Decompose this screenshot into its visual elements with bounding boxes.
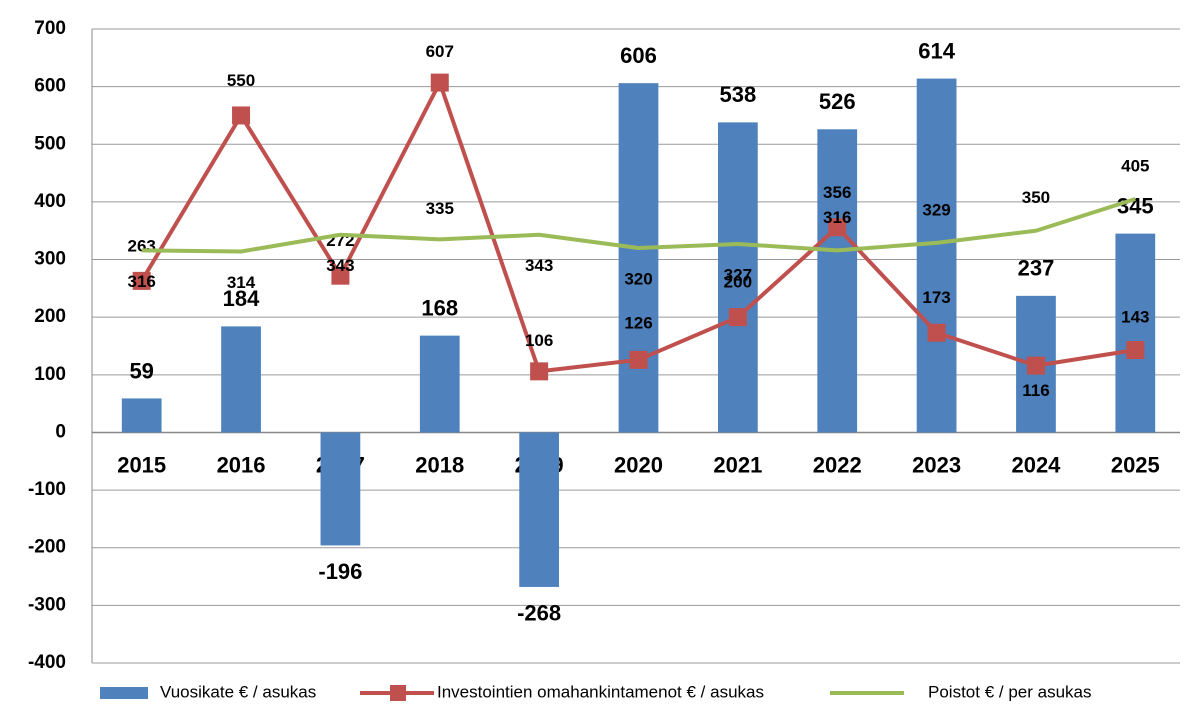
bar (618, 83, 659, 433)
x-tick-label: 2023 (912, 452, 961, 477)
data-label: 59 (129, 358, 153, 383)
data-label: -196 (318, 559, 362, 584)
y-tick-label: -200 (28, 537, 66, 558)
bar (1115, 233, 1156, 433)
data-label: 550 (227, 71, 255, 90)
y-tick-label: -400 (28, 652, 66, 673)
data-label: 200 (724, 273, 752, 292)
x-tick-label: 2015 (117, 452, 166, 477)
data-label: 184 (223, 286, 260, 311)
data-label: 126 (624, 313, 652, 332)
y-tick-label: 500 (34, 133, 66, 154)
data-label: 316 (127, 272, 155, 291)
y-tick-label: 200 (34, 306, 66, 327)
bar (519, 432, 560, 587)
data-label: 116 (1022, 381, 1049, 400)
data-label: 335 (426, 199, 454, 218)
point-marker (530, 362, 549, 381)
data-label: 329 (922, 200, 950, 219)
y-tick-label: 600 (34, 76, 66, 97)
data-label: 343 (326, 256, 354, 275)
legend-marker (390, 685, 406, 701)
y-tick-label: -300 (28, 594, 66, 615)
bar (121, 398, 162, 433)
point-marker (1126, 341, 1145, 360)
point-marker (1026, 356, 1045, 375)
legend-label: Investointien omahankintamenot € / asuka… (437, 682, 764, 701)
bar (419, 335, 460, 433)
point-marker (629, 350, 648, 369)
x-tick-label: 2018 (415, 452, 464, 477)
point-marker (927, 323, 946, 342)
data-label: 607 (426, 42, 454, 61)
y-tick-label: 700 (34, 18, 66, 39)
data-label: 263 (127, 236, 155, 255)
x-tick-label: 2020 (614, 452, 663, 477)
y-tick-label: 400 (34, 191, 66, 212)
y-tick-label: 100 (34, 364, 66, 385)
y-tick-label: 300 (34, 249, 66, 270)
data-label: 606 (620, 43, 657, 68)
bar (817, 129, 858, 433)
point-marker (331, 266, 350, 285)
data-label: 356 (823, 183, 851, 202)
data-label: 345 (1117, 193, 1154, 218)
x-tick-label: 2024 (1011, 452, 1061, 477)
point-marker (828, 218, 847, 237)
point-marker (728, 308, 747, 327)
x-tick-label: 2016 (217, 452, 266, 477)
y-tick-label: 0 (55, 421, 66, 442)
bar (221, 326, 261, 433)
data-label: 538 (720, 82, 757, 107)
y-tick-label: -100 (28, 479, 66, 500)
point-marker (132, 271, 151, 290)
data-label: 320 (624, 270, 652, 289)
data-label: 327 (724, 265, 752, 284)
data-label: 405 (1121, 157, 1149, 176)
data-label: 168 (421, 295, 458, 320)
legend-label: Vuosikate € / asukas (160, 682, 316, 701)
point-marker (232, 106, 251, 125)
line (141, 197, 1136, 254)
data-label: 316 (823, 208, 851, 227)
data-label: 143 (1121, 308, 1149, 327)
data-label: 106 (525, 331, 553, 350)
x-tick-label: 2025 (1111, 452, 1160, 477)
data-label: 526 (819, 89, 856, 114)
data-label: 614 (918, 38, 955, 63)
data-label: 237 (1018, 256, 1055, 281)
data-label: -268 (517, 601, 561, 626)
data-label: 350 (1022, 188, 1050, 207)
legend-swatch (100, 687, 148, 699)
data-label: 343 (525, 256, 553, 275)
bar (916, 78, 957, 433)
bar (717, 122, 758, 433)
point-marker (430, 73, 449, 92)
data-label: 314 (227, 273, 256, 292)
data-label: 173 (922, 288, 950, 307)
x-tick-label: 2022 (813, 452, 862, 477)
bar (320, 432, 361, 546)
legend-label: Poistot € / per asukas (928, 682, 1091, 701)
x-tick-label: 2021 (713, 452, 762, 477)
